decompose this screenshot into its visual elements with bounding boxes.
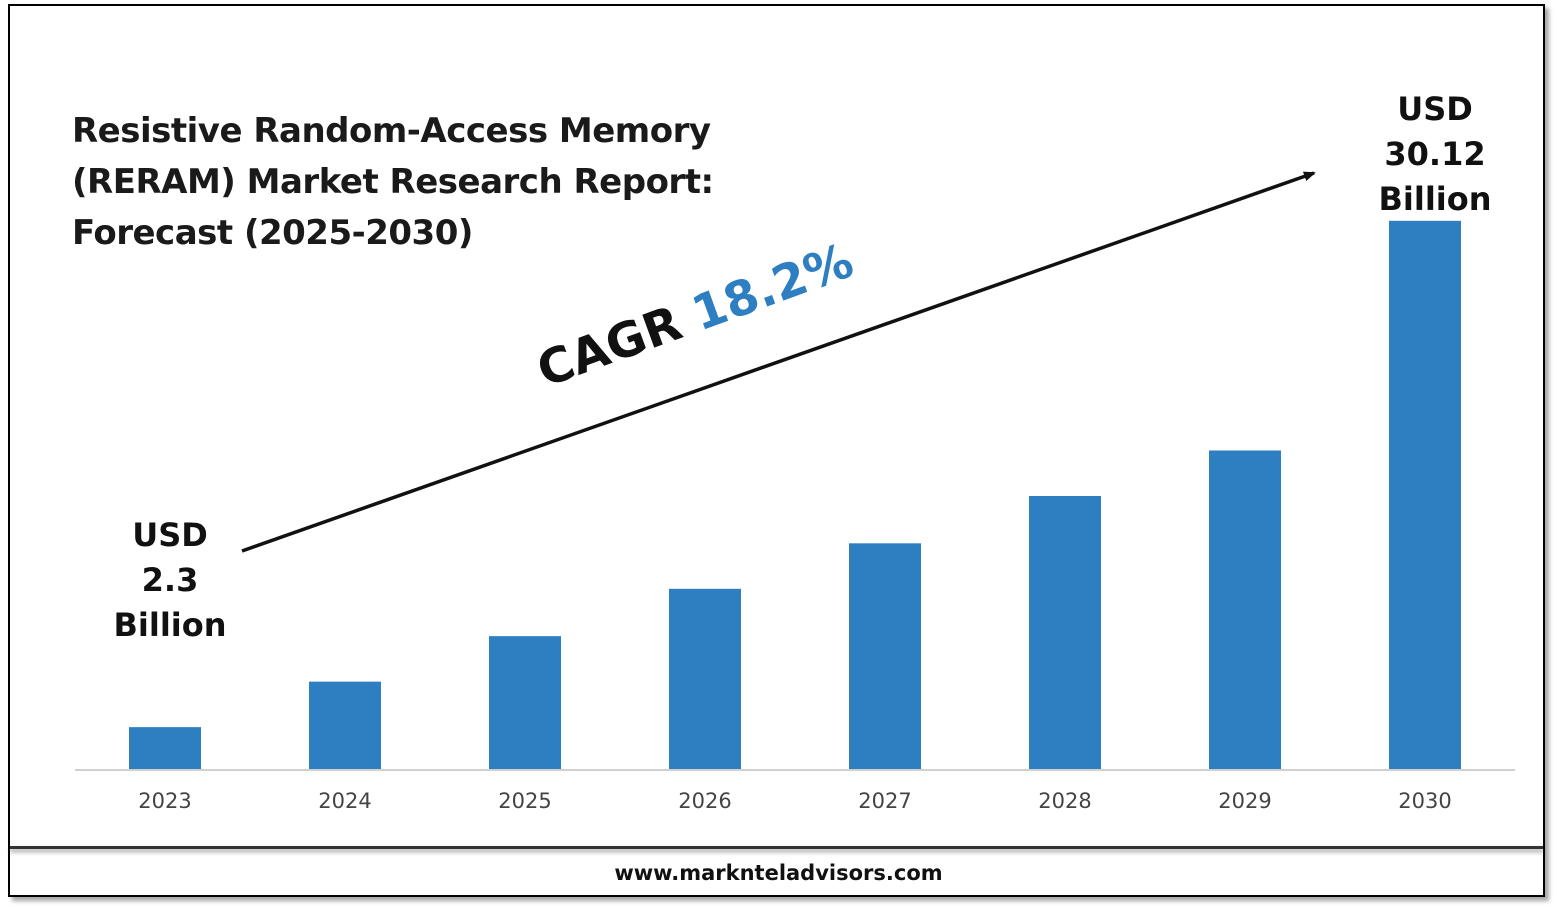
- bar-2025: [489, 636, 561, 769]
- footer-website[interactable]: www.marknteladvisors.com: [614, 861, 943, 885]
- chart-title: Resistive Random-Access Memory (RERAM) M…: [72, 111, 714, 253]
- x-tick-labels: 2023 2024 2025 2026 2027 2028 2029 2030: [138, 789, 1451, 813]
- first-value-currency: USD: [132, 516, 208, 554]
- x-tick-label-2028: 2028: [1038, 789, 1091, 813]
- x-tick-label-2024: 2024: [318, 789, 371, 813]
- chart-frame: [8, 4, 1545, 897]
- bar-2030: [1389, 220, 1461, 770]
- footer-divider: [10, 846, 1543, 849]
- last-value-unit: Billion: [1378, 180, 1492, 218]
- x-tick-label-2025: 2025: [498, 789, 551, 813]
- bar-2027: [849, 543, 921, 769]
- first-value-annotation: USD 2.3 Billion: [100, 513, 240, 648]
- bar-2028: [1029, 496, 1101, 769]
- last-value-annotation: USD 30.12 Billion: [1360, 87, 1510, 222]
- first-value-unit: Billion: [113, 606, 227, 644]
- x-tick-label-2029: 2029: [1218, 789, 1271, 813]
- last-value-currency: USD: [1397, 90, 1473, 128]
- x-tick-label-2027: 2027: [858, 789, 911, 813]
- bar-2023: [129, 727, 201, 769]
- first-value-number: 2.3: [141, 561, 199, 599]
- last-value-number: 30.12: [1384, 135, 1486, 173]
- x-tick-label-2023: 2023: [138, 789, 191, 813]
- bar-2026: [669, 588, 741, 769]
- cagr-trend-arrow: [241, 171, 1316, 553]
- x-tick-label-2030: 2030: [1398, 789, 1451, 813]
- bar-group: [129, 220, 1461, 770]
- bar-2029: [1209, 450, 1281, 769]
- x-tick-label-2026: 2026: [678, 789, 731, 813]
- bar-2024: [309, 681, 381, 769]
